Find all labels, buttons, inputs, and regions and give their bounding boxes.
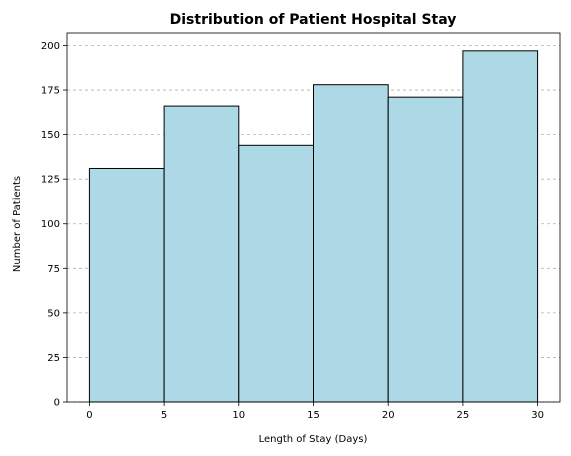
x-tick-label: 0 [86, 410, 92, 421]
x-tick-label: 20 [382, 410, 395, 421]
bar-20-25 [387, 96, 464, 403]
bar-5-10 [163, 105, 240, 403]
x-tick-label: 30 [531, 410, 544, 421]
y-tick-label: 175 [41, 86, 60, 97]
x-tick-label: 10 [232, 410, 245, 421]
y-tick-label: 100 [41, 219, 60, 230]
bar-15-20 [313, 84, 389, 403]
x-axis-ticks: 0 5 10 15 20 25 30 [86, 402, 544, 421]
bar-10-15 [238, 144, 314, 403]
x-tick-label: 25 [457, 410, 470, 421]
y-axis-ticks: 0 25 50 75 100 125 150 175 200 [41, 41, 67, 409]
y-tick-label: 25 [47, 353, 60, 364]
y-tick-label: 150 [41, 130, 60, 141]
y-tick-label: 0 [54, 398, 60, 409]
bar-25-30 [462, 50, 539, 403]
bar-0-5 [88, 167, 165, 403]
y-tick-label: 125 [41, 175, 60, 186]
y-tick-label: 50 [47, 308, 60, 319]
y-tick-label: 200 [41, 41, 60, 52]
chart-title: Distribution of Patient Hospital Stay [170, 12, 457, 28]
x-tick-label: 5 [161, 410, 167, 421]
x-tick-label: 15 [307, 410, 320, 421]
bars [88, 50, 539, 403]
y-tick-label: 75 [47, 264, 60, 275]
y-axis-label: Number of Patients [12, 176, 23, 272]
x-axis-label: Length of Stay (Days) [259, 434, 368, 445]
